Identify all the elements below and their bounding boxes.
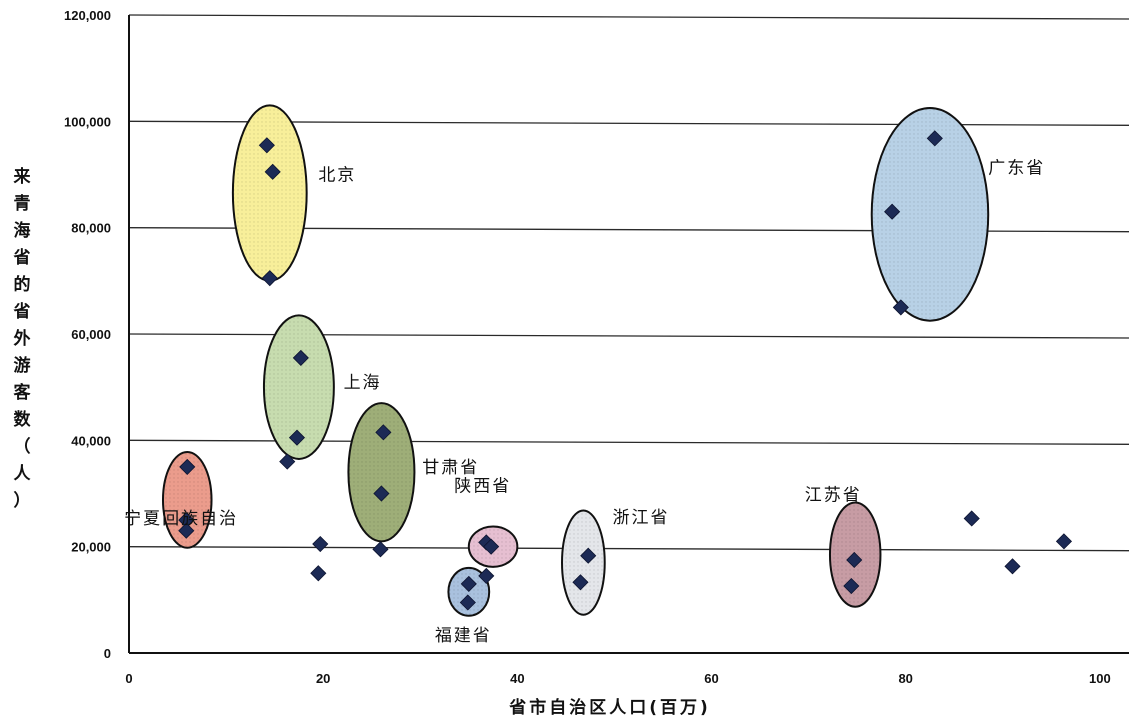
axes <box>128 15 1129 654</box>
group-ellipse-texture <box>348 403 415 542</box>
data-point <box>884 203 901 220</box>
data-point <box>460 575 477 592</box>
group-ellipse-texture <box>562 510 605 615</box>
data-point <box>892 299 909 316</box>
y-tick-label: 100,000 <box>64 114 111 129</box>
data-point <box>846 551 863 569</box>
y-axis-title-char: 海 <box>14 220 31 241</box>
x-tick-label: 20 <box>316 671 330 686</box>
data-point <box>312 535 329 553</box>
y-tick-label: 20,000 <box>71 540 111 555</box>
group-ellipse-texture <box>162 452 212 548</box>
data-points <box>178 130 1073 611</box>
data-point <box>580 547 597 564</box>
group-label: 陕西省 <box>454 477 511 497</box>
x-tick-label: 100 <box>1089 671 1111 686</box>
data-point <box>261 270 278 287</box>
group-label: 江苏省 <box>805 486 862 506</box>
data-point <box>478 567 495 584</box>
group-label: 宁夏回族自治 <box>124 509 238 529</box>
data-point <box>1004 558 1021 575</box>
y-axis-title-char: 青 <box>14 193 31 214</box>
x-tick-label: 0 <box>125 671 132 686</box>
y-axis-title-char: 外 <box>14 328 31 349</box>
gridline-y-6 <box>128 14 1130 20</box>
y-tick-label: 60,000 <box>71 327 111 342</box>
y-axis-title-char: 游 <box>14 355 31 376</box>
data-point <box>288 429 306 446</box>
data-point <box>279 453 296 470</box>
data-point <box>373 485 390 502</box>
data-point <box>572 574 589 591</box>
y-axis-title-char: 人 <box>14 464 32 484</box>
data-point <box>963 510 980 527</box>
x-tick-label: 60 <box>704 671 718 686</box>
tick-labels: 0 20,000 40,000 60,000 80,000 100,000 120,000 0… <box>64 8 1111 686</box>
y-tick-label: 80,000 <box>71 221 111 236</box>
y-axis-title-char: 来 <box>13 166 32 187</box>
data-point <box>264 163 281 180</box>
group-label: 广东省 <box>988 159 1045 179</box>
group-ellipses <box>161 104 990 617</box>
data-point <box>310 565 327 582</box>
y-axis-title-char: 省 <box>13 301 31 322</box>
x-tick-label: 80 <box>898 671 912 686</box>
group-ellipse-texture <box>263 315 334 459</box>
data-point <box>372 541 389 558</box>
y-axis-title-char: （ <box>14 436 31 457</box>
gridline-y-1 <box>128 546 1130 552</box>
data-point <box>179 458 196 475</box>
group-label: 福建省 <box>435 626 492 646</box>
data-point <box>1055 533 1073 550</box>
y-tick-label: 0 <box>104 646 111 661</box>
group-label: 甘肃省 <box>422 458 479 478</box>
data-point <box>258 137 275 154</box>
data-point <box>483 538 500 555</box>
y-axis-title-char: 的 <box>14 274 31 295</box>
group-ellipse-texture <box>871 108 989 321</box>
group-label: 浙江省 <box>612 508 669 528</box>
data-point <box>375 424 392 441</box>
data-point <box>926 130 943 147</box>
x-tick-label: 40 <box>510 671 524 686</box>
data-point <box>178 522 195 539</box>
x-axis-title: 省市自治区人口(百万) <box>508 697 711 718</box>
gridlines <box>128 14 1130 552</box>
group-label: 上海 <box>344 373 382 393</box>
y-axis-title-char: ） <box>14 490 31 511</box>
group-ellipse-texture <box>232 105 307 281</box>
y-axis-title-char: 数 <box>14 409 32 430</box>
data-point <box>843 577 860 595</box>
y-axis-title-char: 客 <box>13 382 32 403</box>
y-tick-label: 40,000 <box>71 433 111 448</box>
data-point <box>459 594 476 611</box>
y-tick-label: 120,000 <box>64 8 111 23</box>
data-point <box>292 349 309 366</box>
group-label: 北京 <box>318 166 356 186</box>
y-axis-title-char: 省 <box>13 247 31 268</box>
